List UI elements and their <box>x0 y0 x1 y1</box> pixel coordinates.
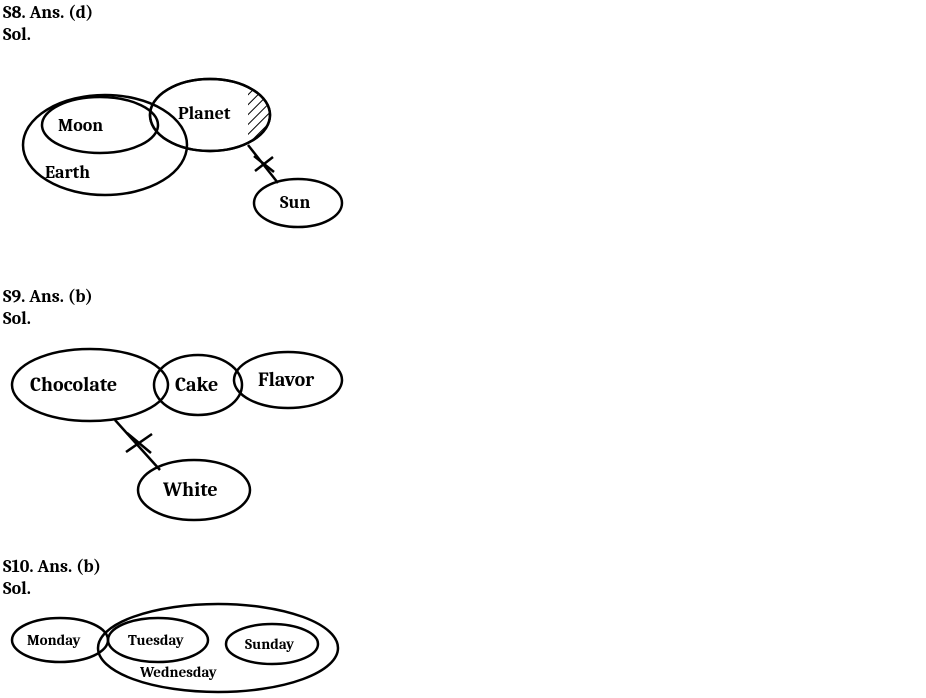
s8-sol: Sol. <box>3 24 31 46</box>
page: S8. Ans. (d) Sol. Moon Earth Plan <box>0 0 926 698</box>
s8-label-moon: Moon <box>58 115 103 136</box>
s10-label-monday: Monday <box>27 631 80 649</box>
s9-label-white: White <box>163 478 218 501</box>
s9-sol: Sol. <box>3 308 31 330</box>
s10-label-tuesday: Tuesday <box>128 631 184 649</box>
s9-heading: S9. Ans. (b) <box>3 286 93 308</box>
s10-label-wednesday: Wednesday <box>140 663 217 681</box>
s8-label-planet: Planet <box>178 103 230 124</box>
s8-diagram <box>0 55 360 255</box>
s10-label-sunday: Sunday <box>245 635 294 653</box>
s9-label-cake: Cake <box>175 373 218 396</box>
s8-label-sun: Sun <box>280 192 310 213</box>
s9-label-chocolate: Chocolate <box>30 373 117 396</box>
s10-sol: Sol. <box>3 578 31 600</box>
s10-heading: S10. Ans. (b) <box>3 556 101 578</box>
s8-heading: S8. Ans. (d) <box>3 2 93 24</box>
s9-diagram <box>0 330 380 540</box>
s9-label-flavor: Flavor <box>258 368 314 391</box>
s8-label-earth: Earth <box>45 162 90 183</box>
